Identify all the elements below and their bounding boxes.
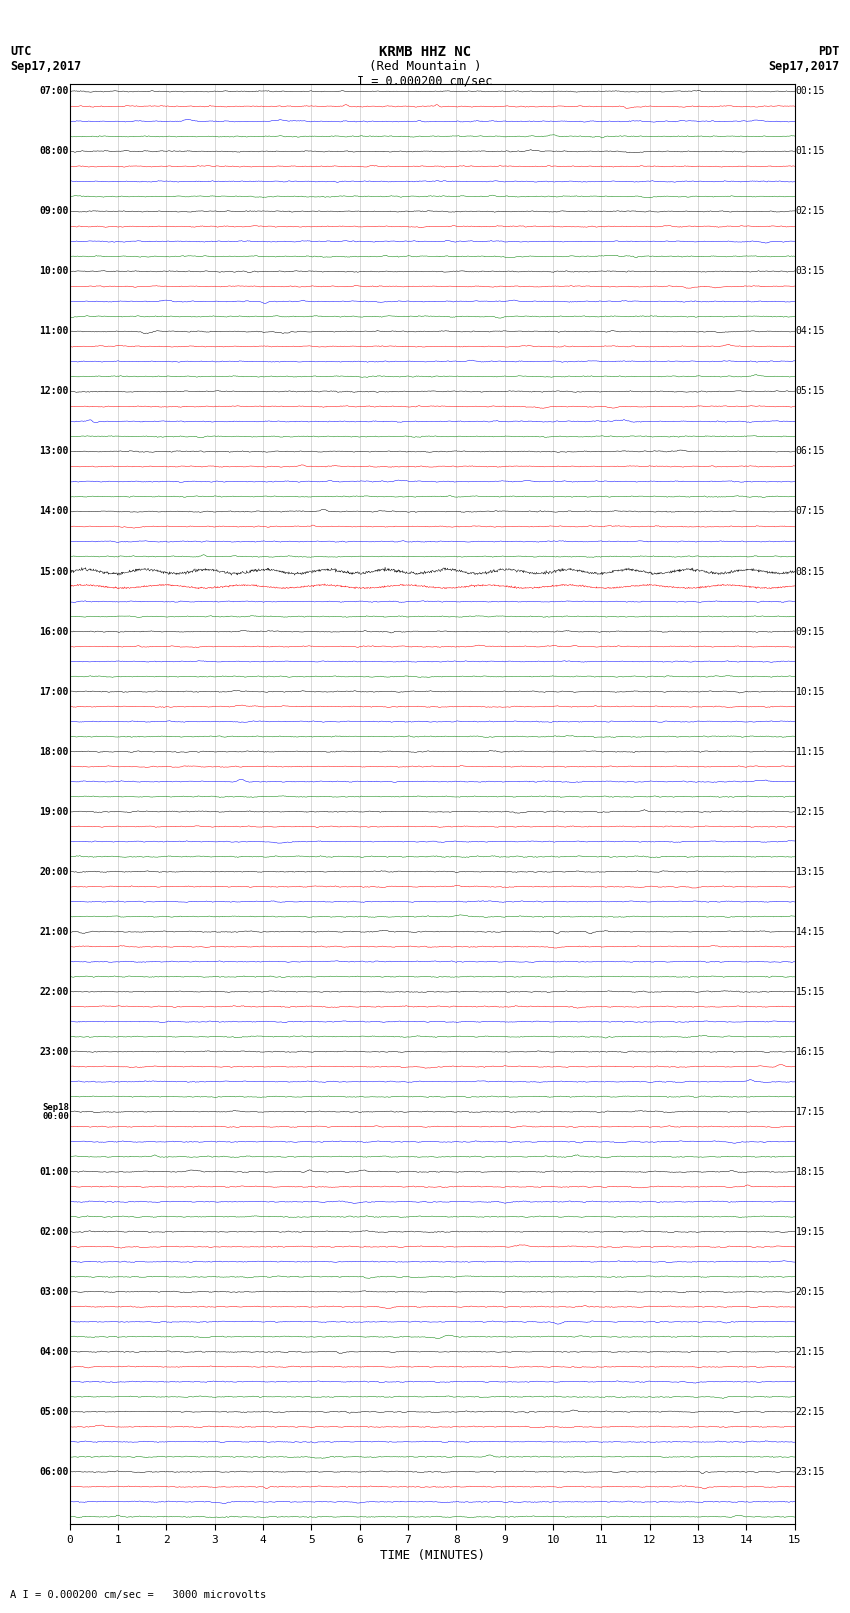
Text: 20:15: 20:15 (796, 1287, 824, 1297)
Text: 08:15: 08:15 (796, 566, 824, 576)
Text: 21:15: 21:15 (796, 1347, 824, 1357)
Text: 09:00: 09:00 (40, 206, 69, 216)
Text: 11:15: 11:15 (796, 747, 824, 756)
Text: 06:15: 06:15 (796, 447, 824, 456)
Text: 14:00: 14:00 (40, 506, 69, 516)
Text: KRMB HHZ NC: KRMB HHZ NC (379, 45, 471, 60)
Text: 10:00: 10:00 (40, 266, 69, 276)
Text: 01:00: 01:00 (40, 1166, 69, 1177)
Text: 08:00: 08:00 (40, 147, 69, 156)
Text: 18:15: 18:15 (796, 1166, 824, 1177)
Text: 12:00: 12:00 (40, 387, 69, 397)
Text: UTC: UTC (10, 45, 31, 58)
Text: Sep17,2017: Sep17,2017 (10, 60, 82, 73)
Text: 16:00: 16:00 (40, 626, 69, 637)
Text: PDT: PDT (819, 45, 840, 58)
Text: 02:00: 02:00 (40, 1227, 69, 1237)
Text: 07:00: 07:00 (40, 87, 69, 97)
Text: 19:00: 19:00 (40, 806, 69, 816)
X-axis label: TIME (MINUTES): TIME (MINUTES) (380, 1548, 484, 1561)
Text: 23:15: 23:15 (796, 1466, 824, 1478)
Text: 22:00: 22:00 (40, 987, 69, 997)
Text: 23:00: 23:00 (40, 1047, 69, 1057)
Text: 15:15: 15:15 (796, 987, 824, 997)
Text: 22:15: 22:15 (796, 1407, 824, 1416)
Text: 06:00: 06:00 (40, 1466, 69, 1478)
Text: I = 0.000200 cm/sec: I = 0.000200 cm/sec (357, 74, 493, 87)
Text: 13:15: 13:15 (796, 866, 824, 876)
Text: 04:15: 04:15 (796, 326, 824, 337)
Text: A I = 0.000200 cm/sec =   3000 microvolts: A I = 0.000200 cm/sec = 3000 microvolts (10, 1590, 266, 1600)
Text: 10:15: 10:15 (796, 687, 824, 697)
Text: 15:00: 15:00 (40, 566, 69, 576)
Text: 18:00: 18:00 (40, 747, 69, 756)
Text: 03:00: 03:00 (40, 1287, 69, 1297)
Text: 17:15: 17:15 (796, 1107, 824, 1116)
Text: 00:15: 00:15 (796, 87, 824, 97)
Text: 21:00: 21:00 (40, 926, 69, 937)
Text: 12:15: 12:15 (796, 806, 824, 816)
Text: 05:15: 05:15 (796, 387, 824, 397)
Text: (Red Mountain ): (Red Mountain ) (369, 60, 481, 73)
Text: 19:15: 19:15 (796, 1227, 824, 1237)
Text: 05:00: 05:00 (40, 1407, 69, 1416)
Text: 01:15: 01:15 (796, 147, 824, 156)
Text: 03:15: 03:15 (796, 266, 824, 276)
Text: 16:15: 16:15 (796, 1047, 824, 1057)
Text: 04:00: 04:00 (40, 1347, 69, 1357)
Text: 11:00: 11:00 (40, 326, 69, 337)
Text: 00:00: 00:00 (42, 1111, 69, 1121)
Text: 20:00: 20:00 (40, 866, 69, 876)
Text: 17:00: 17:00 (40, 687, 69, 697)
Text: Sep18: Sep18 (42, 1103, 69, 1111)
Text: 09:15: 09:15 (796, 626, 824, 637)
Text: 14:15: 14:15 (796, 926, 824, 937)
Text: Sep17,2017: Sep17,2017 (768, 60, 840, 73)
Text: 13:00: 13:00 (40, 447, 69, 456)
Text: 07:15: 07:15 (796, 506, 824, 516)
Text: 02:15: 02:15 (796, 206, 824, 216)
